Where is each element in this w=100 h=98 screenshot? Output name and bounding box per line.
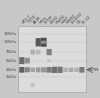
- FancyBboxPatch shape: [41, 67, 46, 72]
- Text: 35kDa: 35kDa: [6, 75, 17, 79]
- Text: HepG2: HepG2: [55, 14, 66, 25]
- FancyBboxPatch shape: [47, 49, 52, 55]
- Text: 40kDa: 40kDa: [6, 68, 17, 72]
- Text: A549: A549: [33, 16, 42, 25]
- Text: Huh7: Huh7: [60, 15, 69, 25]
- Text: MCF-7: MCF-7: [22, 14, 32, 25]
- FancyBboxPatch shape: [36, 50, 40, 54]
- Text: 100kDa: 100kDa: [4, 40, 17, 44]
- Text: K-562: K-562: [49, 15, 59, 25]
- Text: SH-SY5Y: SH-SY5Y: [71, 11, 84, 25]
- FancyBboxPatch shape: [31, 83, 35, 87]
- FancyBboxPatch shape: [69, 68, 73, 72]
- Text: HUVEC: HUVEC: [66, 13, 77, 25]
- FancyBboxPatch shape: [25, 58, 30, 63]
- Bar: [18, 26, 86, 92]
- FancyBboxPatch shape: [47, 59, 51, 62]
- Text: PC-12: PC-12: [82, 15, 92, 25]
- FancyBboxPatch shape: [57, 67, 63, 73]
- FancyBboxPatch shape: [36, 38, 41, 46]
- Text: C6: C6: [76, 19, 83, 25]
- Text: 55kDa: 55kDa: [6, 59, 17, 63]
- FancyBboxPatch shape: [25, 67, 30, 72]
- Text: Jurkat: Jurkat: [44, 15, 54, 25]
- FancyBboxPatch shape: [19, 67, 24, 73]
- FancyBboxPatch shape: [74, 68, 79, 72]
- FancyBboxPatch shape: [36, 67, 40, 72]
- FancyBboxPatch shape: [41, 41, 46, 44]
- Text: MSTN: MSTN: [88, 68, 99, 72]
- FancyBboxPatch shape: [47, 67, 52, 73]
- FancyBboxPatch shape: [41, 38, 47, 47]
- Text: 70kDa: 70kDa: [6, 50, 17, 54]
- Text: HeLa: HeLa: [38, 16, 47, 25]
- FancyBboxPatch shape: [79, 67, 84, 73]
- FancyBboxPatch shape: [30, 50, 35, 55]
- Text: 130kDa: 130kDa: [4, 32, 17, 36]
- Text: T-47D: T-47D: [27, 15, 37, 25]
- FancyBboxPatch shape: [63, 68, 68, 72]
- FancyBboxPatch shape: [30, 68, 35, 72]
- FancyBboxPatch shape: [52, 67, 57, 73]
- FancyBboxPatch shape: [19, 57, 24, 64]
